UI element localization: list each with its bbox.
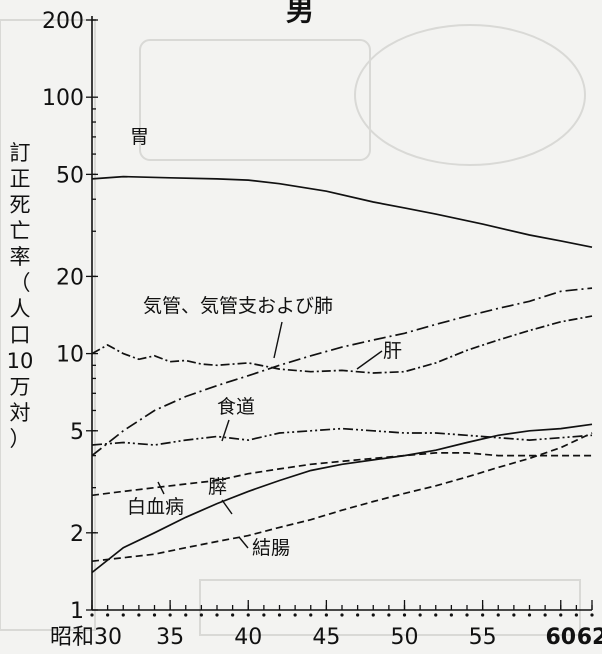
series-layer [91,175,593,574]
x-tick-label: 50 [391,625,419,650]
x-tick-dot [262,613,266,617]
series-label-colon: 結腸 [252,537,290,559]
x-tick-dot [559,613,563,617]
x-tick-label: 60 [545,625,576,650]
y-tick-label: 5 [70,420,84,445]
x-tick-dot [121,613,125,617]
y-tick-label: 200 [42,9,84,34]
x-tick-label: 昭和30 [50,625,122,650]
x-tick-dot [90,613,94,617]
series-line-6 [91,432,593,563]
x-tick-label: 35 [156,625,184,650]
leader-pancreas [221,499,233,515]
x-tick-dot [106,613,110,617]
x-tick-dot [231,613,235,617]
series-line-5 [91,423,593,574]
series-label-leukemia: 白血病 [127,496,184,518]
x-tick-dot [152,613,157,617]
x-tick-dot [527,613,532,617]
y-axis-label-char: 万 [10,375,31,399]
x-tick-dot [199,613,203,617]
leader-lung [273,321,283,359]
x-tick-dot [418,613,422,617]
x-tick-dot [277,613,282,617]
series-label-pancreas: 膵 [208,476,227,498]
y-axis-label-char: 口 [10,323,31,347]
y-tick-label: 20 [56,265,84,290]
x-tick-dot [449,613,453,617]
y-tick-label: 1 [70,599,84,624]
y-axis-label-char: （ [10,271,31,295]
x-tick-dot [246,613,250,617]
x-tick-dot [465,613,469,617]
y-tick-label: 10 [56,343,84,368]
leader-colon [238,536,249,549]
x-tick-label: 45 [312,625,340,650]
series-line-2 [91,315,593,374]
x-tick-dot [371,613,375,617]
x-tick-label: 55 [469,625,497,650]
x-tick-dot [356,613,360,617]
x-tick-dot [590,613,594,617]
x-tick-dot [402,613,407,617]
y-tick-label: 100 [42,86,84,111]
y-tick-label: 2 [70,522,84,547]
y-axis-label-char: 正 [10,167,31,191]
series-label-esophagus: 食道 [217,396,255,418]
x-tick-dot [434,613,438,617]
x-tick-dot [215,613,219,617]
x-tick-dot [168,613,172,617]
x-tick-dot [293,613,297,617]
x-tick-dot [340,613,344,617]
bg-box-1 [139,39,371,161]
series-label-liver: 肝 [383,340,402,362]
y-axis-label-char: 訂 [10,141,31,165]
y-axis-label-char: 人 [10,297,31,321]
x-tick-dot [481,613,485,617]
y-axis-label-char: 死 [10,193,31,217]
y-axis-label-char: 10 [7,349,34,373]
series-line-0 [91,175,593,249]
y-axis-label-char: 亡 [10,219,31,243]
x-tick-label: 40 [234,625,262,650]
leader-esophagus [221,419,230,442]
bg-strip [0,19,96,631]
x-tick-dot [496,613,500,617]
y-tick-label: 50 [56,163,84,188]
x-tick-dot [387,613,391,617]
series-line-4 [91,452,592,497]
leader-leukemia [157,481,165,495]
leader-liver [356,350,383,370]
y-axis-label-char: 率 [10,245,31,269]
series-labels: 胃 気管、気管支および肺 肝 食道 白血病 膵 結腸 [127,126,402,559]
x-tick-dot [512,613,516,617]
x-tick-dot [324,613,328,617]
x-tick-dot [184,613,188,617]
x-tick-label: 62 [577,625,602,650]
background-decoration [0,19,586,636]
bg-speech-bubble [354,24,586,166]
x-tick-dot [574,613,578,617]
bg-box-2 [199,579,581,636]
chart-title: 男 [286,0,314,27]
y-axis-label-char: 対 [10,401,31,425]
x-tick-dot [137,613,141,617]
series-line-1 [91,287,593,457]
series-label-stomach: 胃 [130,126,149,148]
y-axis-label-char: ） [10,427,31,451]
x-tick-dot [543,613,547,617]
x-tick-dot [309,613,313,617]
axes: 1 2 5 10 20 50 100 200 昭和30 35 40 45 50 55 60 62 [42,9,602,650]
series-line-3 [91,427,593,446]
series-label-lung: 気管、気管支および肺 [143,295,333,317]
